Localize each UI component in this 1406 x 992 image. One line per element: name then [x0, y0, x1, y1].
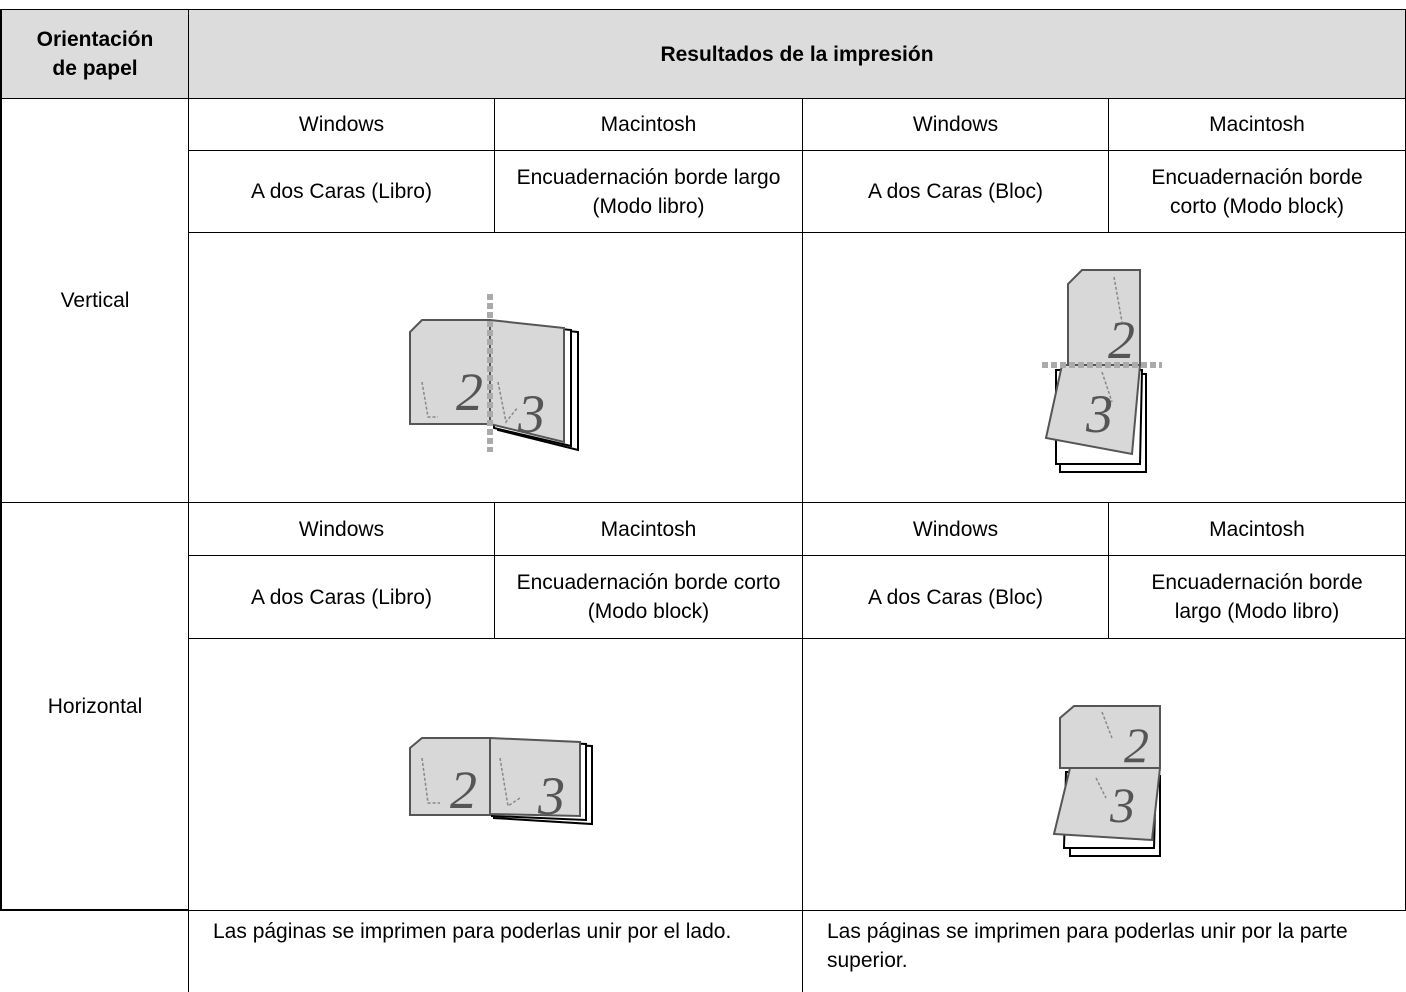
- page-number: 2: [450, 760, 477, 820]
- page-number: 2: [1108, 310, 1135, 370]
- setting: A dos Caras (Libro): [189, 556, 495, 639]
- illustration: 2 3: [1042, 269, 1162, 473]
- page-number: 2: [456, 362, 483, 422]
- os: Windows: [189, 99, 495, 151]
- illustration: 2 3: [1052, 705, 1162, 857]
- os: Macintosh: [495, 503, 803, 556]
- setting: Encuadernación borde largo (Modo libro): [1109, 556, 1406, 639]
- illustration-cell: [189, 639, 803, 911]
- os: Windows: [803, 99, 1109, 151]
- setting: Encuadernación borde corto (Modo block): [495, 556, 803, 639]
- os: Macintosh: [1109, 503, 1406, 556]
- page-number: 2: [1124, 717, 1149, 773]
- illustration: 2 3: [409, 736, 593, 826]
- os: Windows: [803, 503, 1109, 556]
- os: Macintosh: [495, 99, 803, 151]
- page-number: 3: [537, 766, 565, 826]
- page-number: 3: [1085, 384, 1113, 444]
- setting: A dos Caras (Bloc): [803, 556, 1109, 639]
- header-orientation: Orientación de papel: [0, 10, 189, 99]
- orientation: Vertical: [0, 99, 189, 503]
- illustration: 2 3: [409, 294, 579, 452]
- note: Las páginas se imprimen para poderlas un…: [188, 911, 803, 992]
- page-number: 3: [1109, 777, 1135, 833]
- setting: Encuadernación borde largo (Modo libro): [495, 151, 803, 233]
- note: Las páginas se imprimen para poderlas un…: [802, 911, 1406, 992]
- page-number: 3: [517, 384, 545, 444]
- os: Macintosh: [1109, 99, 1406, 151]
- setting: A dos Caras (Bloc): [803, 151, 1109, 233]
- illustration-cell: [189, 233, 803, 503]
- setting: Encuadernación borde corto (Modo block): [1109, 151, 1406, 233]
- setting: A dos Caras (Libro): [189, 151, 495, 233]
- header-results: Resultados de la impresión: [189, 10, 1406, 99]
- orientation: Horizontal: [0, 503, 189, 911]
- os: Windows: [189, 503, 495, 556]
